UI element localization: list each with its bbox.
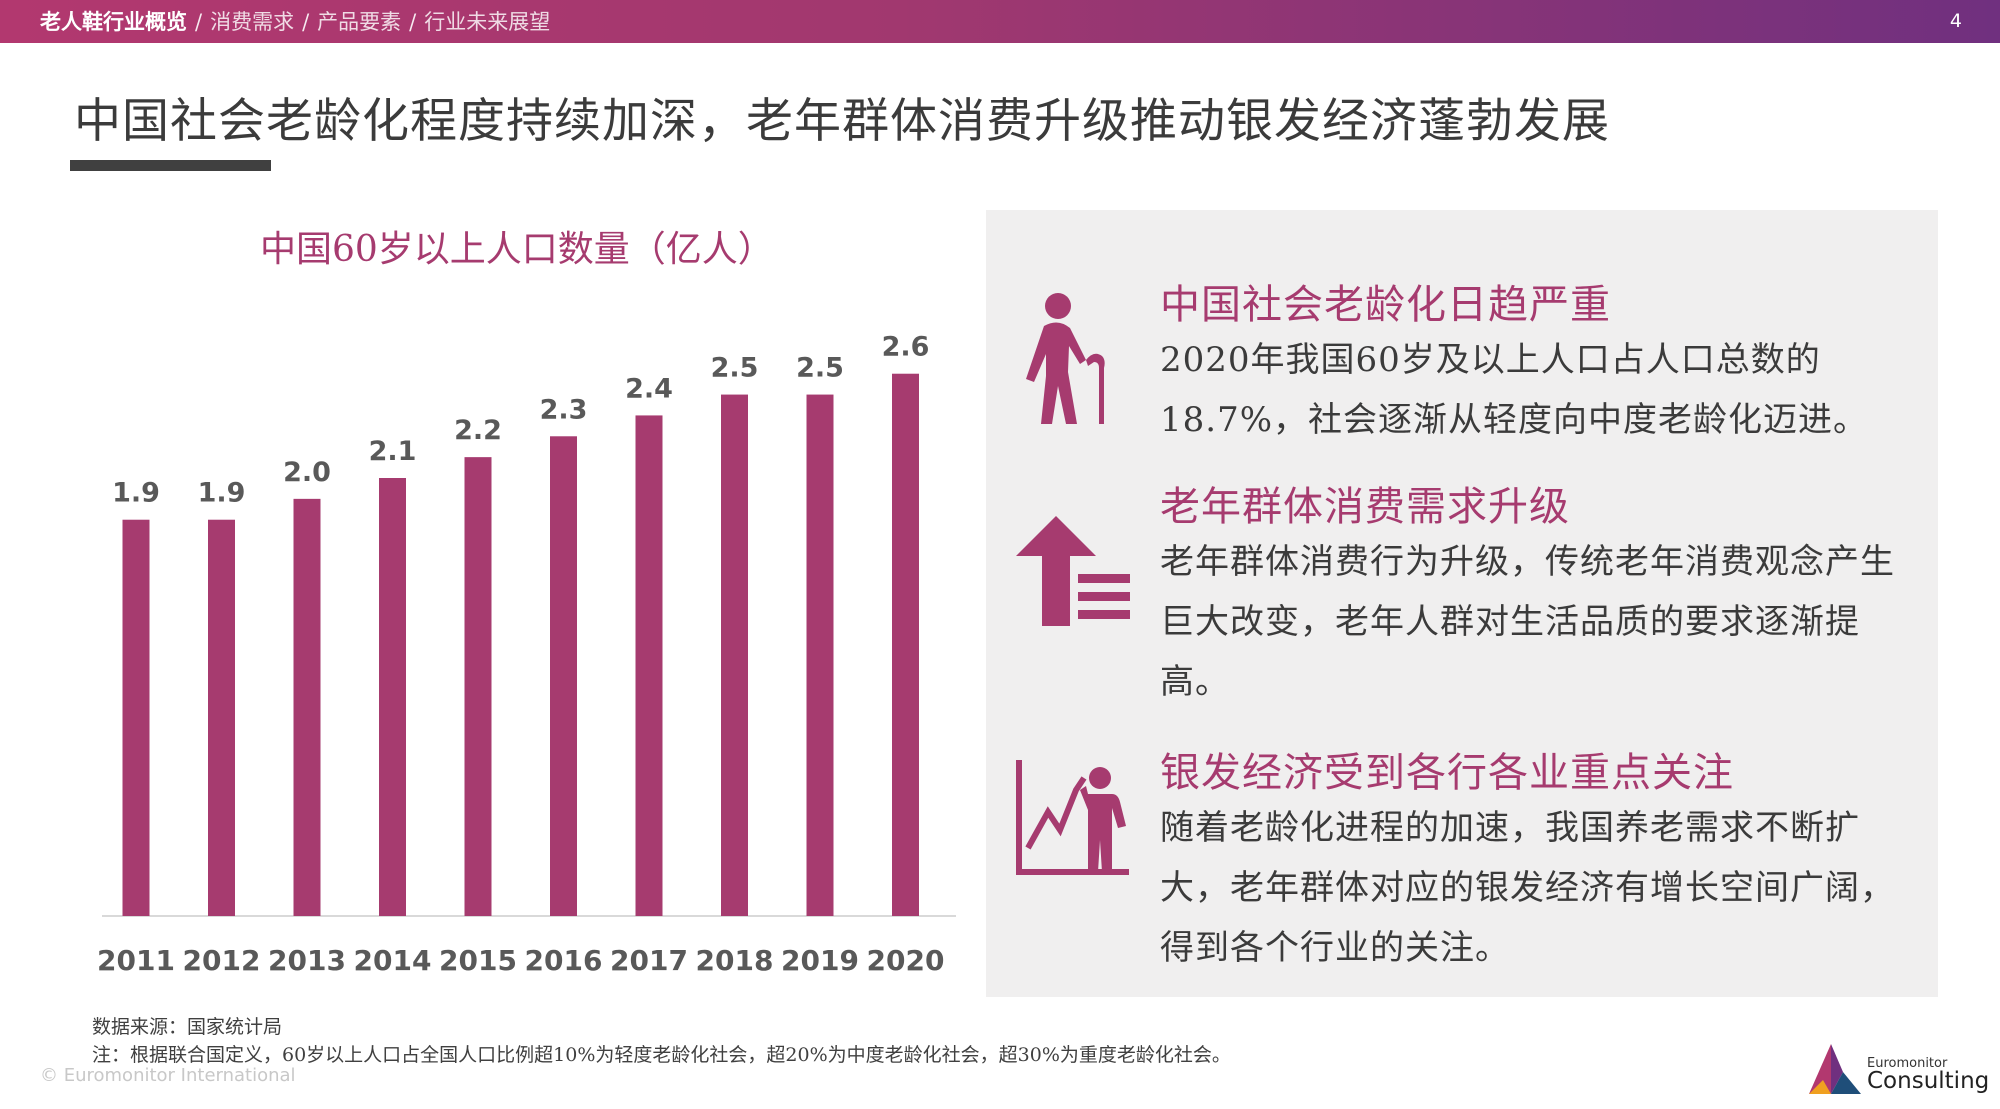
bar-2019 [806, 394, 834, 916]
item-body: 老年群体消费行为升级，传统老年消费观念产生巨大改变，老年人群对生活品质的要求逐渐… [1160, 542, 1895, 702]
euromonitor-logo: Euromonitor Consulting [1805, 1042, 1989, 1098]
data-label-2011: 1.9 [112, 478, 160, 509]
breadcrumb-item-product[interactable]: 产品要素 [317, 10, 402, 34]
bar-2016 [550, 436, 577, 916]
bar-2012 [208, 519, 235, 916]
data-label-2013: 2.0 [283, 457, 331, 488]
tick-label-2020: 2020 [867, 944, 945, 977]
title-underline [70, 160, 271, 171]
tick-label-2019: 2019 [781, 944, 859, 977]
bar-2017 [635, 415, 663, 916]
breadcrumb-separator: / [409, 10, 417, 34]
page-number: 4 [1949, 10, 1962, 32]
data-label-2012: 1.9 [198, 478, 246, 509]
bar-2014 [379, 478, 406, 916]
tick-label-2012: 2012 [183, 944, 261, 977]
data-label-2019: 2.5 [796, 353, 844, 384]
data-label-2018: 2.5 [711, 353, 759, 384]
bar-2015 [464, 457, 492, 916]
bar-2018 [721, 394, 748, 916]
data-label-2016: 2.3 [540, 394, 588, 425]
logo-mark-icon [1809, 1044, 1861, 1094]
info-panel: 中国社会老龄化日趋严重 2020年我国60岁及以上人口占人口总数的18.7%，社… [986, 210, 1938, 997]
source-note: 数据来源：国家统计局 [92, 1016, 283, 1038]
data-label-2014: 2.1 [369, 436, 417, 467]
tick-label-2013: 2013 [268, 944, 346, 977]
breadcrumb-item-demand[interactable]: 消费需求 [210, 10, 295, 34]
bar-2020 [892, 373, 919, 916]
bar-2013 [293, 498, 321, 916]
item-body: 2020年我国60岁及以上人口占人口总数的18.7%，社会逐渐从轻度向中度老龄化… [1160, 340, 1869, 440]
upgrade-arrow-icon [1014, 514, 1134, 654]
tick-label-2015: 2015 [439, 944, 517, 977]
item-heading: 老年群体消费需求升级 [1160, 484, 1570, 530]
definition-note: 注：根据联合国定义，60岁以上人口占全国人口比例超10%为轻度老龄化社会，超20… [92, 1044, 1231, 1066]
elderly-person-cane-icon [1014, 284, 1134, 424]
breadcrumb-separator: / [195, 10, 203, 34]
tick-label-2016: 2016 [525, 944, 603, 977]
breadcrumb-separator: / [302, 10, 310, 34]
item-heading: 中国社会老龄化日趋严重 [1160, 282, 1611, 328]
tick-label-2018: 2018 [696, 944, 774, 977]
breadcrumb-item-outlook[interactable]: 行业未来展望 [424, 10, 551, 34]
chart-title: 中国60岁以上人口数量（亿人） [260, 229, 774, 270]
breadcrumb-item-overview[interactable]: 老人鞋行业概览 [40, 9, 187, 34]
data-label-2017: 2.4 [625, 373, 673, 404]
tick-label-2017: 2017 [610, 944, 688, 977]
item-body: 随着老龄化进程的加速，我国养老需求不断扩大，老年群体对应的银发经济有增长空间广阔… [1160, 808, 1895, 968]
page-title: 中国社会老龄化程度持续加深，老年群体消费升级推动银发经济蓬勃发展 [74, 94, 1610, 149]
tick-label-2011: 2011 [97, 944, 175, 977]
bar-2011 [122, 519, 150, 916]
logo-text-main: Consulting [1867, 1068, 1990, 1094]
copyright: © Euromonitor International [40, 1065, 296, 1086]
data-label-2020: 2.6 [882, 332, 930, 363]
tick-label-2014: 2014 [354, 944, 432, 977]
header-bar: 老人鞋行业概览 / 消费需求 / 产品要素 / 行业未来展望 4 [0, 0, 2000, 43]
bar-chart: 1.9 2011 1.9 2012 2.0 2013 2.1 2014 2.2 2015 2.3 20… [97, 332, 956, 977]
breadcrumb: 老人鞋行业概览 / 消费需求 / 产品要素 / 行业未来展望 [40, 0, 550, 43]
data-label-2015: 2.2 [454, 415, 502, 446]
logo-text-top: Euromonitor [1867, 1056, 1948, 1071]
person-growth-chart-icon [1014, 760, 1134, 900]
item-heading: 银发经济受到各行各业重点关注 [1160, 750, 1734, 796]
